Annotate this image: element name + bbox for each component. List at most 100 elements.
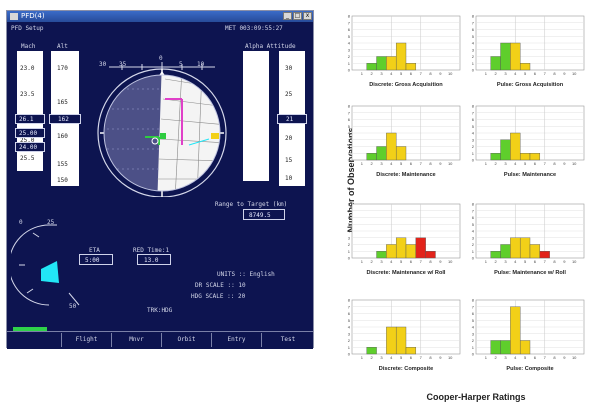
- target-marker: [211, 133, 219, 139]
- mach-tape-value: 23.5: [20, 91, 35, 98]
- y-tick-label: 1: [472, 345, 475, 350]
- y-tick-label: 3: [472, 331, 475, 336]
- histogram-bar: [376, 251, 387, 259]
- histogram-bar: [386, 244, 397, 259]
- chart-title: Pulse: Composite: [506, 366, 554, 372]
- range-to-target-value: 8749.5: [249, 212, 271, 219]
- chart-title: Discrete: Maintenance w/ Roll: [366, 270, 446, 276]
- x-tick-label: 5: [400, 71, 403, 76]
- attitude-tape-value: 10: [285, 175, 293, 182]
- x-tick-label: 6: [534, 355, 537, 360]
- y-tick-label: 2: [472, 242, 475, 247]
- x-tick-label: 1: [485, 71, 488, 76]
- y-tick-label: 2: [472, 144, 475, 149]
- mach-third-value: 24.00: [19, 144, 38, 151]
- histogram-bar: [510, 306, 521, 355]
- x-tick-label: 7: [544, 355, 547, 360]
- alpha-attitude-label: Alpha Attitude: [245, 43, 296, 50]
- pfd-tab-bar: [7, 331, 313, 349]
- x-tick-label: 7: [420, 71, 423, 76]
- y-tick-label: 3: [472, 47, 475, 52]
- y-tick-label: 3: [348, 47, 351, 52]
- y-tick-label: 4: [472, 131, 475, 136]
- nav-bar-label: 0: [19, 219, 23, 226]
- mach-tape-value: 23.0: [20, 65, 35, 72]
- x-tick-label: 8: [429, 71, 432, 76]
- y-tick-label: 1: [348, 345, 351, 350]
- y-tick-label: 6: [472, 215, 475, 220]
- pfd-window: PFD(4) _ □ x PFD Setup MET 003:09:55:27 …: [6, 10, 314, 349]
- y-tick-label: 4: [472, 41, 475, 46]
- y-tick-label: 0: [472, 256, 475, 261]
- close-button[interactable]: x: [303, 12, 312, 20]
- x-tick-label: 3: [504, 161, 507, 166]
- x-tick-label: 2: [495, 259, 498, 264]
- y-tick-label: 5: [348, 124, 351, 129]
- y-tick-label: 4: [472, 325, 475, 330]
- y-tick-label: 0: [472, 158, 475, 163]
- y-tick-label: 8: [472, 298, 475, 303]
- chart-title: Pulse: Gross Acquisition: [496, 82, 564, 88]
- x-tick-label: 1: [361, 71, 364, 76]
- tab-entry[interactable]: Entry: [211, 333, 261, 347]
- x-tick-label: 5: [524, 71, 527, 76]
- histogram-bar: [500, 244, 511, 259]
- histogram-bar: [510, 42, 521, 71]
- histogram-bar: [415, 237, 426, 259]
- eta-label: ETA: [89, 247, 100, 254]
- y-tick-label: 3: [348, 137, 351, 142]
- histogram-bar: [366, 153, 377, 161]
- tab-flight[interactable]: Flight: [61, 333, 111, 347]
- histogram-bar: [376, 56, 387, 71]
- pfd-title-bar[interactable]: PFD(4) _ □ x: [7, 11, 313, 22]
- y-tick-label: 5: [348, 34, 351, 39]
- tab-orbit[interactable]: Orbit: [161, 333, 211, 347]
- x-tick-label: 5: [524, 355, 527, 360]
- tab-mnvr[interactable]: Mnvr: [111, 333, 161, 347]
- y-tick-label: 7: [348, 110, 351, 115]
- y-tick-label: 7: [348, 20, 351, 25]
- roll-indicator-wedge: [41, 261, 59, 283]
- pfd-setup-label[interactable]: PFD Setup: [11, 25, 44, 32]
- y-tick-label: 6: [348, 215, 351, 220]
- histogram-bar: [490, 56, 501, 71]
- maximize-button[interactable]: □: [293, 12, 302, 20]
- altitude-current-value: 162: [58, 116, 69, 123]
- x-tick-label: 3: [380, 161, 383, 166]
- histogram-bar: [519, 237, 531, 259]
- histogram-bar: [490, 251, 501, 259]
- x-tick-label: 9: [563, 71, 566, 76]
- y-tick-label: 6: [472, 311, 475, 316]
- x-tick-label: 1: [361, 355, 364, 360]
- x-tick-label: 4: [390, 355, 393, 360]
- heading-tick-label: 35: [119, 61, 127, 68]
- x-tick-label: 3: [504, 71, 507, 76]
- y-tick-label: 3: [348, 235, 351, 240]
- attitude-current-value: 21: [286, 116, 294, 123]
- x-tick-label: 10: [448, 161, 453, 166]
- y-tick-label: 0: [348, 256, 351, 261]
- histogram-bar: [490, 153, 501, 161]
- attitude-tape-value: 25: [285, 91, 293, 98]
- x-tick-label: 9: [563, 161, 566, 166]
- mach-current-box: 26.1: [15, 114, 45, 124]
- x-tick-label: 3: [380, 71, 383, 76]
- y-tick-label: 4: [348, 229, 351, 234]
- x-tick-label: 9: [439, 355, 442, 360]
- minimize-button[interactable]: _: [283, 12, 292, 20]
- y-tick-label: 5: [472, 34, 475, 39]
- x-tick-label: 7: [544, 161, 547, 166]
- y-tick-label: 2: [348, 54, 351, 59]
- y-tick-label: 6: [472, 27, 475, 32]
- tab-test[interactable]: Test: [261, 333, 314, 347]
- x-tick-label: 5: [524, 161, 527, 166]
- histogram-bar: [425, 251, 436, 259]
- altitude-tape-value: 150: [57, 177, 68, 184]
- x-tick-label: 1: [361, 161, 364, 166]
- y-tick-label: 8: [348, 202, 351, 207]
- x-tick-label: 1: [361, 259, 364, 264]
- mach-third-box: 24.00: [15, 142, 45, 152]
